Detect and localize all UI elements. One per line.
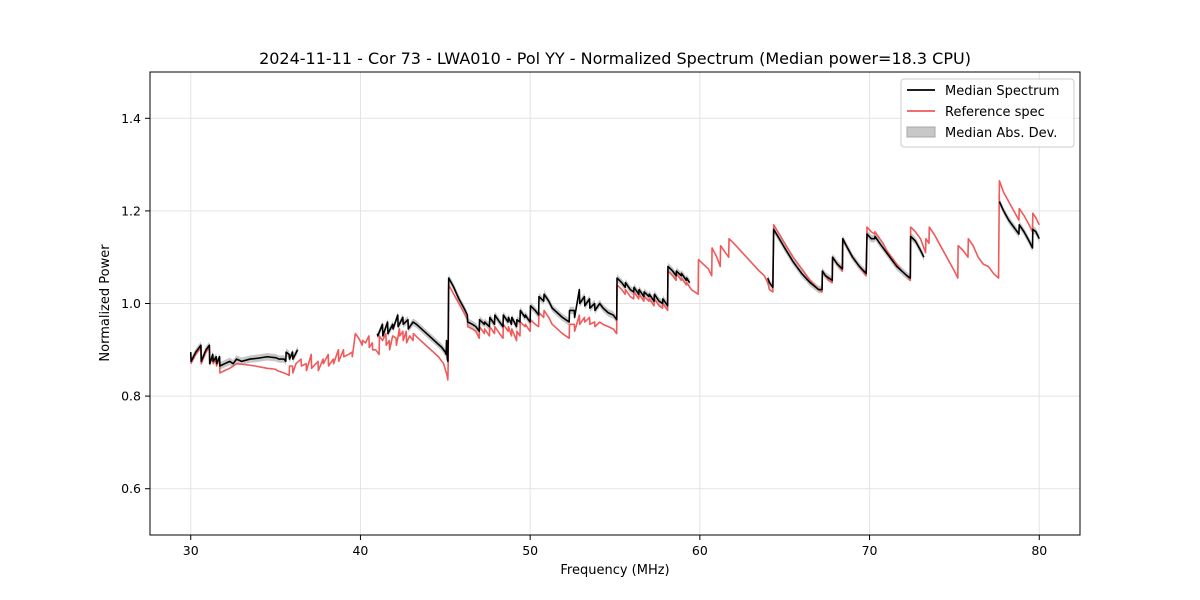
legend: Median Spectrum Reference spec Median Ab… bbox=[900, 78, 1075, 148]
x-tick-label: 30 bbox=[183, 543, 199, 558]
median-spectrum-line bbox=[998, 201, 1040, 249]
median-spectrum-line bbox=[189, 344, 299, 367]
y-tick-label: 0.6 bbox=[121, 481, 141, 496]
x-tick-label: 50 bbox=[522, 543, 538, 558]
legend-mad-label: Median Abs. Dev. bbox=[945, 126, 1057, 141]
median-spectrum-line bbox=[376, 265, 691, 363]
median-spectrum-layer bbox=[189, 201, 1040, 367]
legend-reference-label: Reference spec bbox=[945, 105, 1045, 120]
y-tick-label: 1.2 bbox=[121, 203, 141, 218]
x-tick-label: 60 bbox=[692, 543, 708, 558]
legend-box bbox=[900, 78, 1075, 148]
x-tick-label: 70 bbox=[862, 543, 878, 558]
reference-spectrum-layer bbox=[190, 180, 1040, 381]
x-tick-label: 40 bbox=[352, 543, 368, 558]
y-tick-label: 0.8 bbox=[121, 389, 141, 404]
y-tick-label: 1.0 bbox=[121, 296, 141, 311]
median-spectrum-line bbox=[766, 228, 925, 291]
mad-band bbox=[377, 262, 690, 366]
legend-median-label: Median Spectrum bbox=[945, 84, 1059, 99]
y-tick-label: 1.4 bbox=[121, 111, 141, 126]
legend-mad-swatch bbox=[906, 126, 936, 138]
tick-layer: 30 40 50 60 70 80 0.6 0.8 1.0 1.2 1.4 bbox=[121, 111, 1047, 558]
reference-spectrum-line bbox=[190, 180, 1040, 381]
x-axis-label: Frequency (MHz) bbox=[560, 563, 669, 578]
x-tick-label: 80 bbox=[1031, 543, 1047, 558]
chart-title: 2024-11-11 - Cor 73 - LWA010 - Pol YY - … bbox=[259, 49, 971, 68]
y-axis-label: Normalized Power bbox=[98, 244, 113, 362]
